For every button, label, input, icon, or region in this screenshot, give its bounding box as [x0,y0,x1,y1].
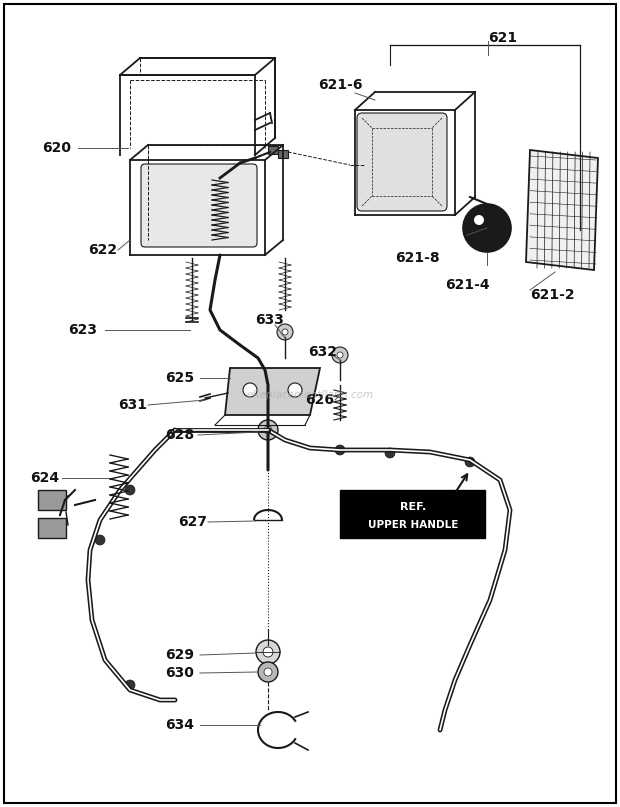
Circle shape [385,448,395,458]
Text: 621: 621 [488,31,517,45]
Text: 630: 630 [165,666,194,680]
Circle shape [282,329,288,335]
Text: 633: 633 [255,313,284,327]
Text: 621-8: 621-8 [395,251,440,265]
Text: 621-2: 621-2 [530,288,575,302]
Text: eReplacementParts.com: eReplacementParts.com [246,390,374,400]
Circle shape [463,204,511,252]
Bar [278,150,288,158]
Text: 621-4: 621-4 [445,278,490,292]
FancyBboxPatch shape [141,164,257,247]
Text: 620: 620 [42,141,71,155]
Text: 628: 628 [165,428,194,442]
Circle shape [264,426,272,434]
Bar [340,490,485,538]
Circle shape [264,668,272,676]
Bar [268,146,278,154]
FancyBboxPatch shape [357,113,447,211]
Bar [38,490,66,510]
Polygon shape [225,368,320,415]
Circle shape [277,324,293,340]
Text: 631: 631 [118,398,147,412]
Text: 623: 623 [68,323,97,337]
Circle shape [95,535,105,545]
Text: 626: 626 [305,393,334,407]
Circle shape [258,662,278,682]
Circle shape [337,352,343,358]
Circle shape [125,680,135,690]
Text: REF.: REF. [400,502,426,512]
Circle shape [125,485,135,495]
Text: 625: 625 [165,371,194,385]
Circle shape [332,347,348,363]
Text: 634: 634 [165,718,194,732]
Text: 622: 622 [88,243,117,257]
Text: UPPER HANDLE: UPPER HANDLE [368,520,458,530]
Polygon shape [526,150,598,270]
Text: 621-6: 621-6 [318,78,363,92]
Circle shape [256,640,280,664]
Circle shape [335,445,345,455]
Text: 624: 624 [30,471,59,485]
Circle shape [465,457,475,467]
Text: 629: 629 [165,648,194,662]
Circle shape [288,383,302,397]
Circle shape [263,647,273,657]
Text: 632: 632 [308,345,337,359]
Circle shape [258,420,278,440]
Circle shape [474,215,484,225]
Circle shape [243,383,257,397]
Bar [38,518,66,538]
Text: 627: 627 [178,515,207,529]
